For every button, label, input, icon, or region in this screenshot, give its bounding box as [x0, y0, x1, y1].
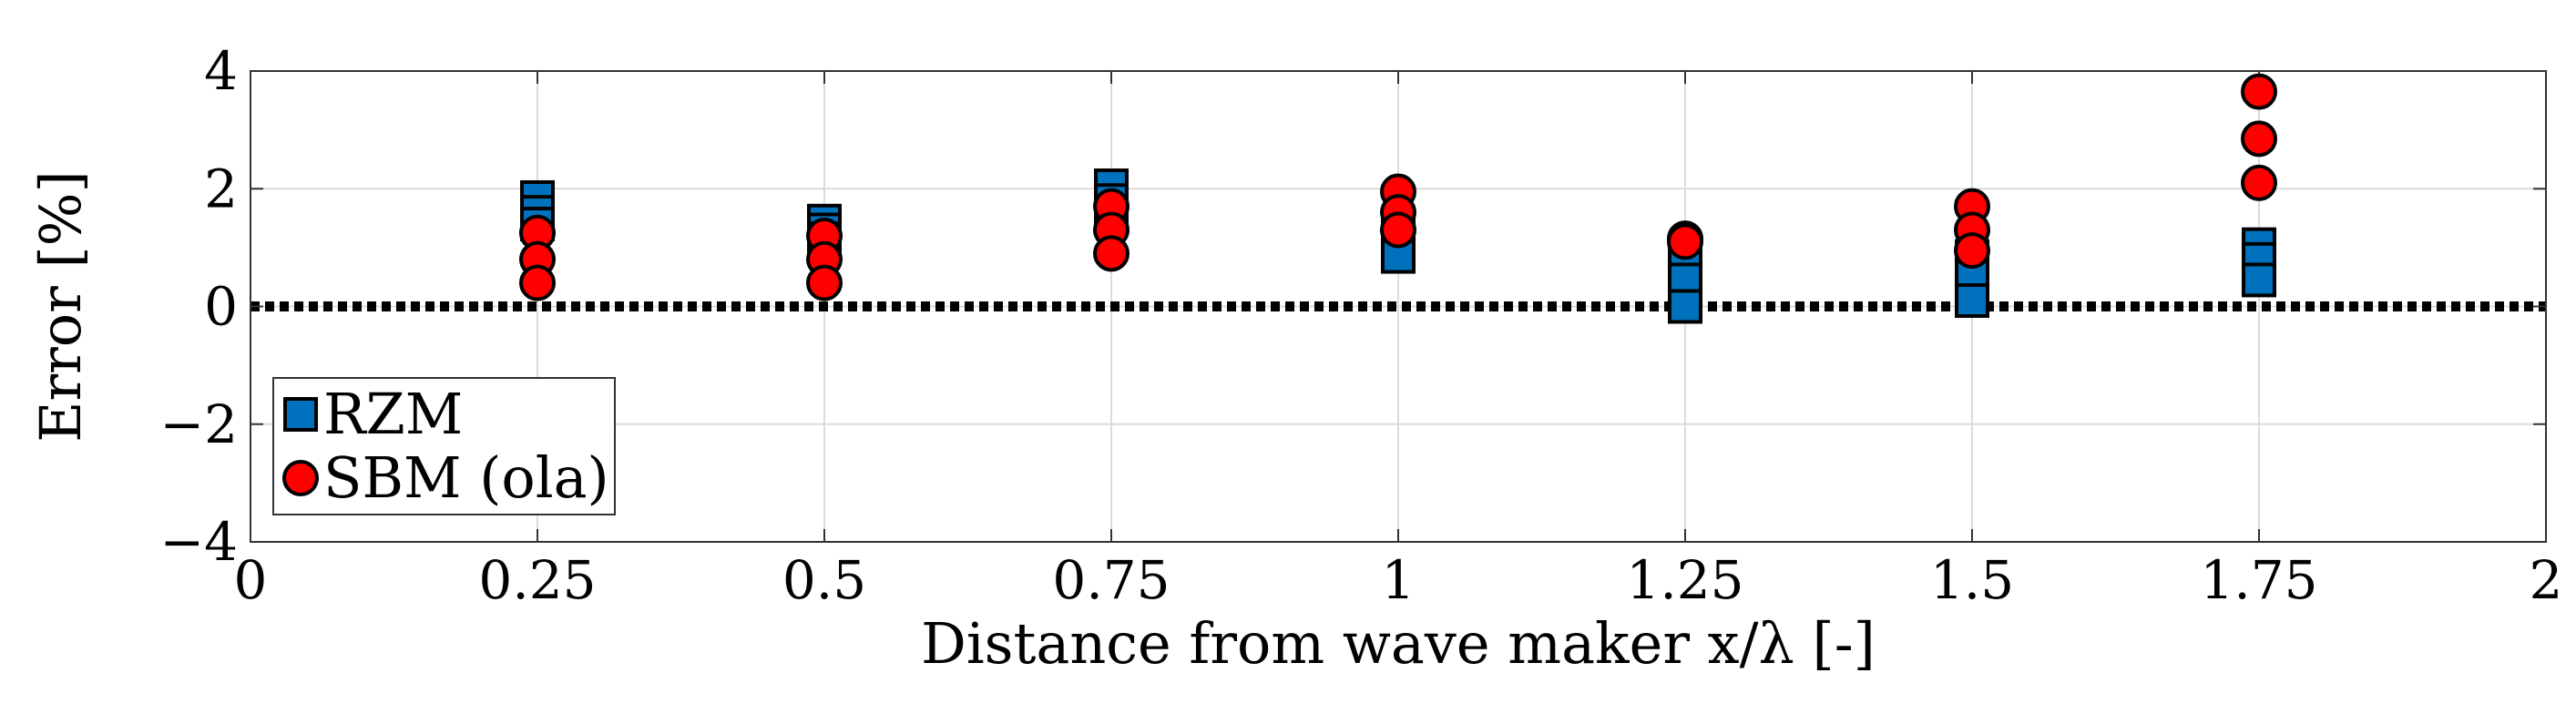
y-axis-title: Error [%] [27, 170, 94, 443]
x-tick-label: 1.75 [2200, 549, 2317, 611]
y-tick-label: −4 [160, 511, 239, 573]
sbm-point [1380, 211, 1416, 249]
legend-box [272, 377, 616, 515]
sbm-point [519, 264, 556, 301]
legend-label: SBM (ola) [323, 444, 609, 511]
legend-label: RZM [323, 381, 463, 447]
legend-marker-sbm [282, 460, 319, 496]
sbm-point [1667, 223, 1703, 260]
x-tick-label: 0.5 [782, 549, 866, 611]
y-tick-label: 2 [204, 158, 238, 219]
sbm-point [806, 264, 843, 301]
data-series [519, 73, 2277, 324]
rzm-point [1668, 289, 1702, 324]
sbm-point [2241, 164, 2277, 201]
legend-marker-rzm [283, 397, 318, 432]
sbm-point [1954, 232, 1990, 270]
x-tick-label: 1.25 [1626, 549, 1743, 611]
sbm-point [2241, 73, 2277, 110]
series-sbm-ola [519, 73, 2277, 301]
y-tick-label: 0 [204, 276, 238, 338]
x-tick-label: 0.75 [1052, 549, 1170, 611]
y-tick-label: −2 [160, 393, 239, 455]
x-tick-label: 1 [1382, 549, 1416, 611]
axis-ticks: 0 0.25 0.5 0.75 1 1.25 1.5 1.75 2 −4 −2 0 2 4 [160, 40, 2563, 611]
y-tick-label: 4 [204, 40, 238, 102]
sbm-point [2241, 120, 2277, 158]
x-tick-label: 1.5 [1930, 549, 2014, 611]
x-tick-label: 2 [2530, 549, 2563, 611]
x-tick-label: 0 [234, 549, 268, 611]
rzm-point [2242, 262, 2276, 298]
rzm-point [1955, 283, 1989, 319]
x-axis-title: Distance from wave maker x/λ [-] [921, 610, 1876, 677]
sbm-point [1093, 235, 1130, 272]
x-tick-label: 0.25 [478, 549, 596, 611]
